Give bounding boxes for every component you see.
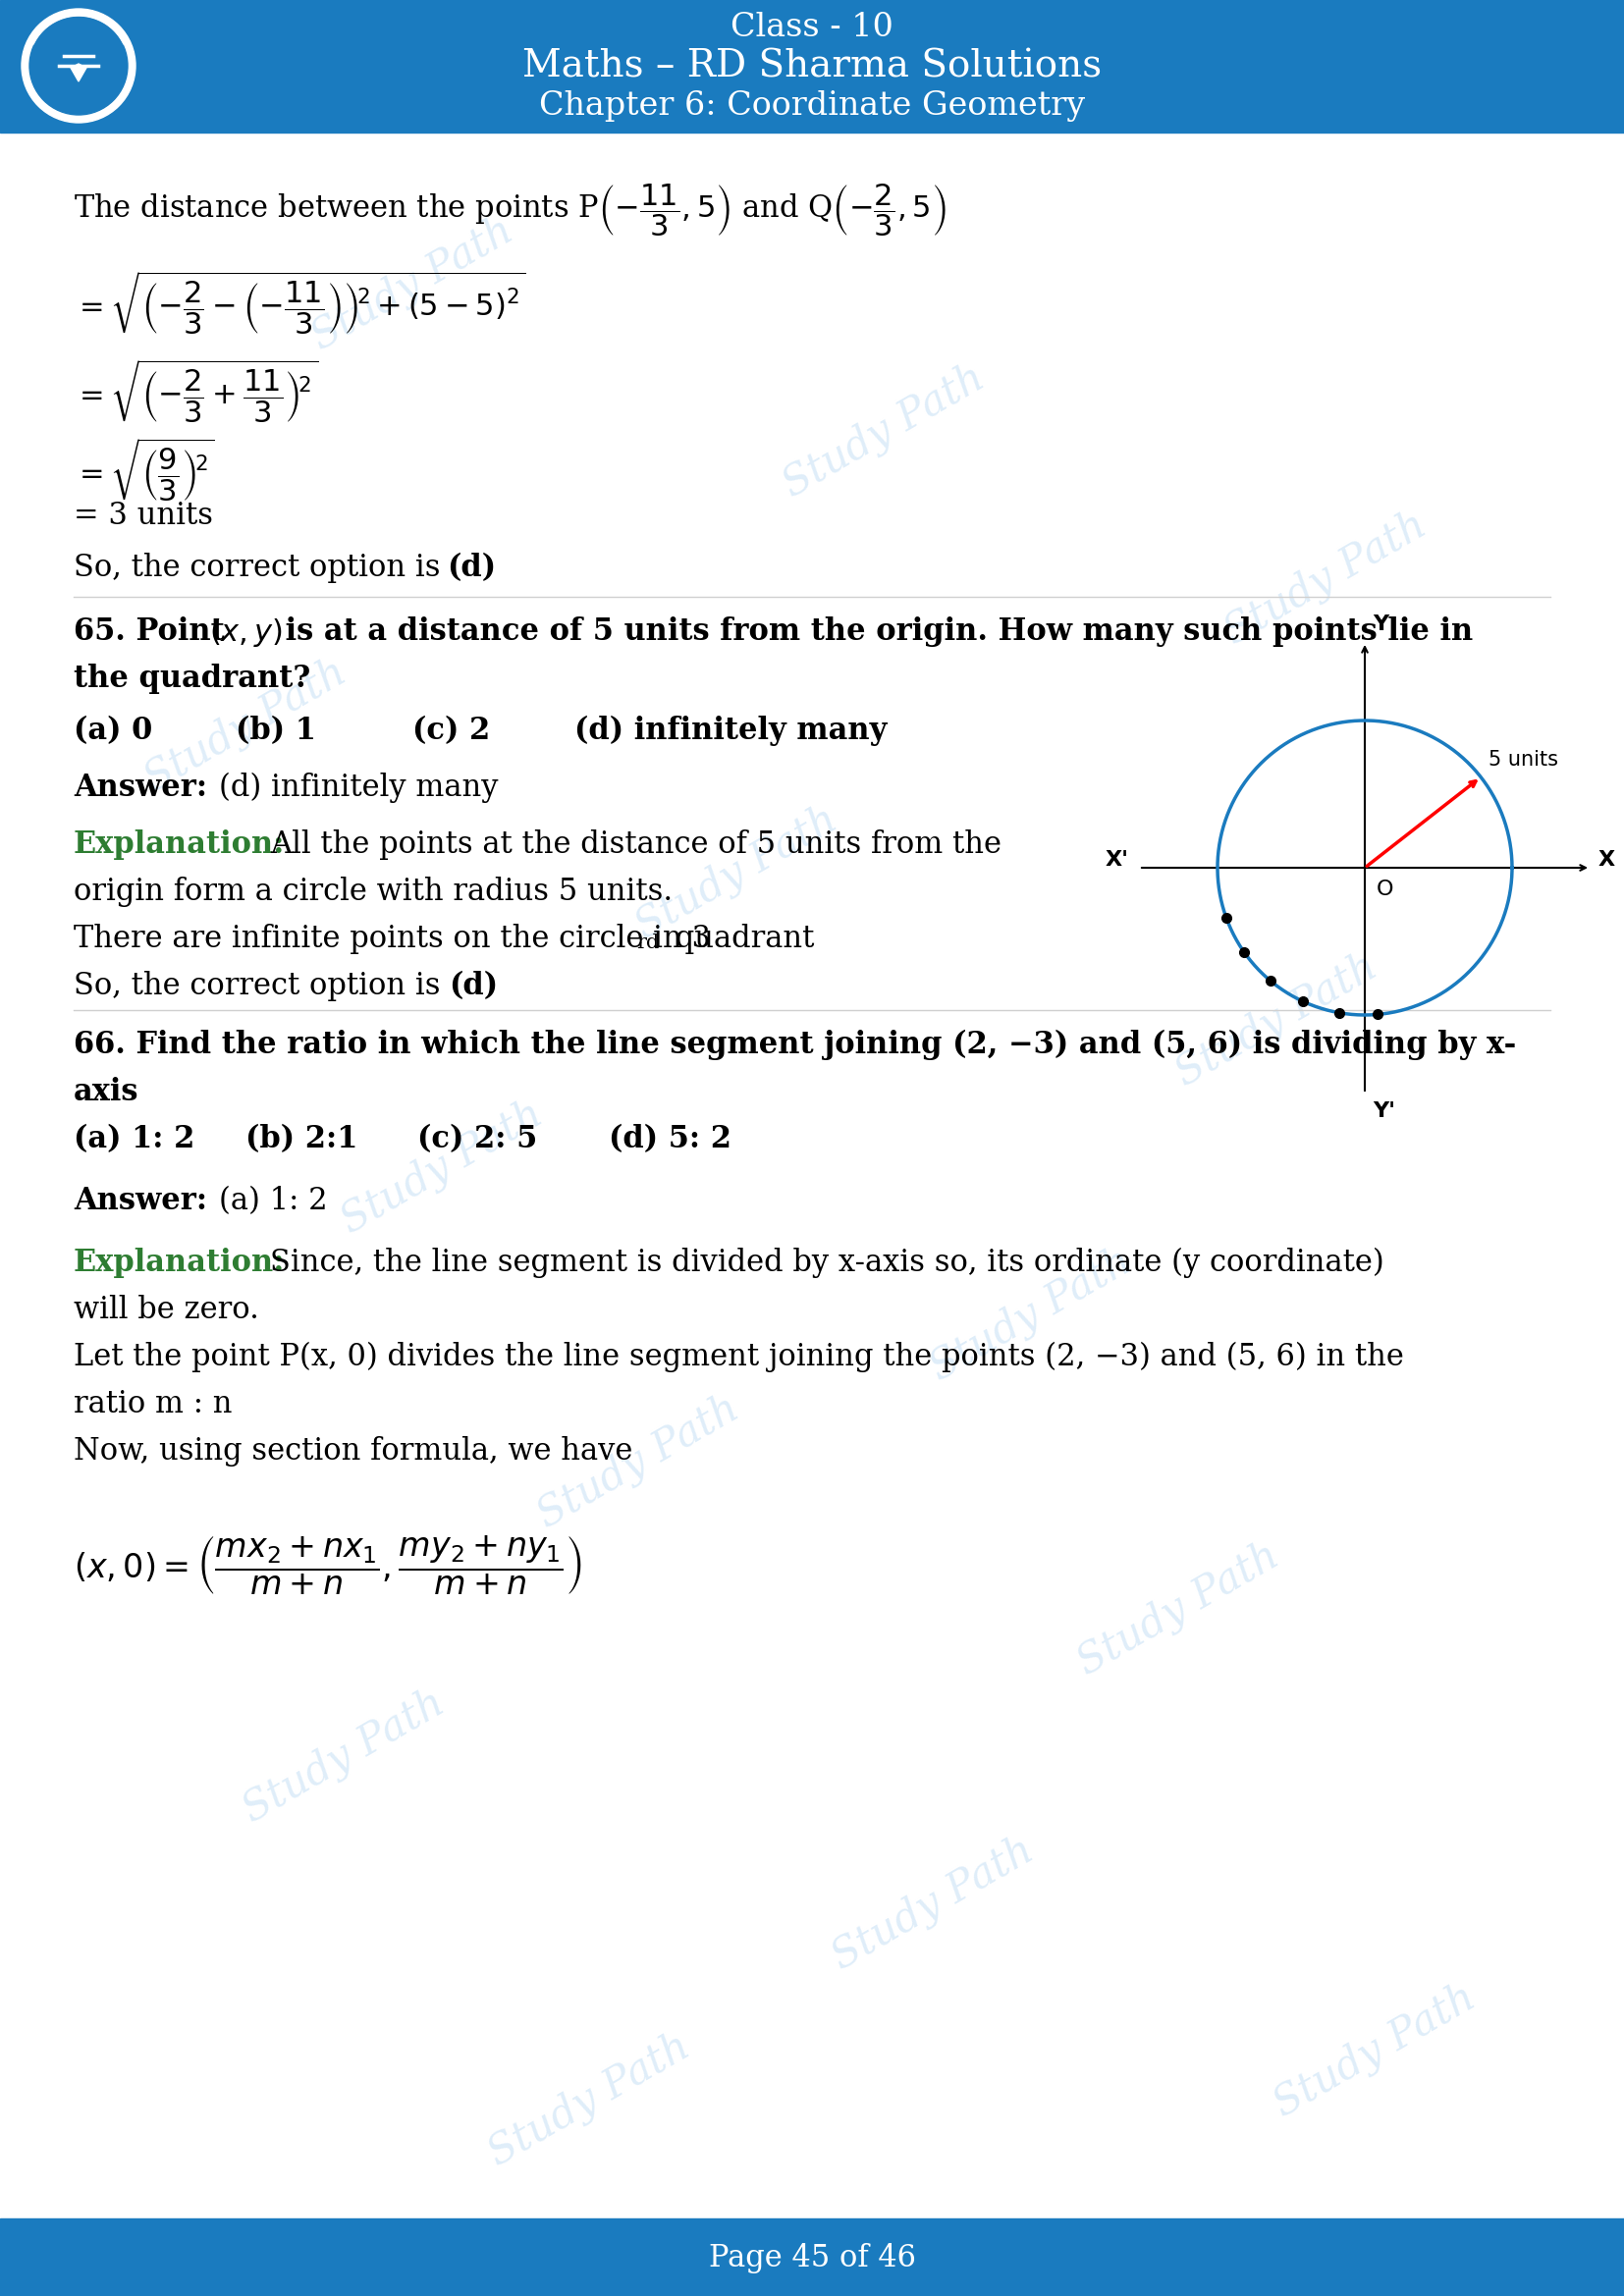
Text: There are infinite points on the circle in 3: There are infinite points on the circle … [73,923,711,955]
Text: (a) 1: 2: (a) 1: 2 [73,1125,195,1155]
Text: $= \sqrt{\left(-\dfrac{2}{3}+\dfrac{11}{3}\right)^{\!2}}$: $= \sqrt{\left(-\dfrac{2}{3}+\dfrac{11}{… [73,358,318,425]
Text: Study Path: Study Path [138,652,354,799]
Bar [0,2218,1624,2296]
Text: Y': Y' [1372,1102,1395,1120]
Text: (a) 0: (a) 0 [73,716,153,746]
Text: $(x, y)$: $(x, y)$ [209,615,283,650]
Text: O: O [1377,879,1393,900]
Text: (c) 2: 5: (c) 2: 5 [417,1125,538,1155]
Text: Since, the line segment is divided by x-axis so, its ordinate (y coordinate): Since, the line segment is divided by x-… [270,1247,1384,1279]
Text: ratio m : n: ratio m : n [73,1389,232,1419]
Text: Chapter 6: Coordinate Geometry: Chapter 6: Coordinate Geometry [539,90,1085,122]
Text: So, the correct option is: So, the correct option is [73,971,450,1001]
Text: $(x,0) = \left(\dfrac{mx_2+nx_1}{m+n},\dfrac{my_2+ny_1}{m+n}\right)$: $(x,0) = \left(\dfrac{mx_2+nx_1}{m+n},\d… [73,1534,583,1598]
Text: $= \sqrt{\left(\dfrac{9}{3}\right)^{\!2}}$: $= \sqrt{\left(\dfrac{9}{3}\right)^{\!2}… [73,436,214,503]
Text: (b) 2:1: (b) 2:1 [245,1125,357,1155]
Text: (d) infinitely many: (d) infinitely many [575,716,887,746]
Text: Answer:: Answer: [73,771,208,804]
Text: Study Path: Study Path [235,1681,451,1830]
Text: will be zero.: will be zero. [73,1295,260,1325]
Text: Y: Y [1372,615,1389,634]
Text: 66. Find the ratio in which the line segment joining (2, −3) and (5, 6) is divid: 66. Find the ratio in which the line seg… [73,1029,1517,1061]
Text: (d) infinitely many: (d) infinitely many [219,771,499,804]
Text: Study Path: Study Path [628,799,844,948]
Text: origin form a circle with radius 5 units.: origin form a circle with radius 5 units… [73,877,672,907]
Text: Study Path: Study Path [481,2025,697,2174]
Text: (a) 1: 2: (a) 1: 2 [219,1185,328,1217]
Text: Answer:: Answer: [73,1185,208,1217]
Text: (c) 2: (c) 2 [412,716,490,746]
Circle shape [21,9,135,122]
Text: quadrant: quadrant [666,923,814,955]
Text: = 3 units: = 3 units [73,501,213,530]
Text: All the points at the distance of 5 units from the: All the points at the distance of 5 unit… [270,829,1002,861]
Text: Study Path: Study Path [529,1387,747,1536]
Text: axis: axis [73,1077,140,1107]
Text: Study Path: Study Path [1218,503,1434,652]
Text: The distance between the points P$\left(-\dfrac{11}{3},5\right)$ and Q$\left(-\d: The distance between the points P$\left(… [73,181,947,239]
Text: X: X [1598,850,1616,870]
Text: Page 45 of 46: Page 45 of 46 [708,2243,916,2273]
Text: Study Path: Study Path [333,1093,551,1242]
Text: Explanation:: Explanation: [73,829,286,861]
Text: Let the point P(x, 0) divides the line segment joining the points (2, −3) and (5: Let the point P(x, 0) divides the line s… [73,1341,1403,1373]
Bar [0,0,1624,133]
Text: Explanation:: Explanation: [73,1247,286,1279]
Text: 5 units: 5 units [1489,748,1559,769]
Text: (d) 5: 2: (d) 5: 2 [609,1125,731,1155]
Text: (b) 1: (b) 1 [235,716,317,746]
Text: rd: rd [637,934,659,953]
Polygon shape [71,64,86,80]
Text: So, the correct option is: So, the correct option is [73,553,450,583]
Circle shape [29,16,128,115]
Text: Study Path: Study Path [922,1240,1138,1389]
Text: Study Path: Study Path [1267,1977,1483,2126]
Text: is at a distance of 5 units from the origin. How many such points lie in: is at a distance of 5 units from the ori… [274,615,1473,647]
Text: X': X' [1106,850,1129,870]
Text: 65. Point: 65. Point [73,615,235,647]
Text: Study Path: Study Path [1168,946,1385,1095]
Text: Study Path: Study Path [1070,1534,1286,1683]
Text: Study Path: Study Path [304,209,521,358]
Text: Now, using section formula, we have: Now, using section formula, we have [73,1435,633,1467]
Text: (d): (d) [448,971,499,1001]
Text: $= \sqrt{\left(-\dfrac{2}{3}-\left(-\dfrac{11}{3}\right)\right)^{\!2}+(5-5)^{2}}: $= \sqrt{\left(-\dfrac{2}{3}-\left(-\dfr… [73,271,526,338]
Text: Maths – RD Sharma Solutions: Maths – RD Sharma Solutions [523,48,1101,85]
Text: Study Path: Study Path [776,356,992,505]
Text: Class - 10: Class - 10 [731,11,893,44]
Text: the quadrant?: the quadrant? [73,664,310,693]
Text: Study Path: Study Path [825,1830,1041,1977]
Text: (d): (d) [447,553,495,583]
